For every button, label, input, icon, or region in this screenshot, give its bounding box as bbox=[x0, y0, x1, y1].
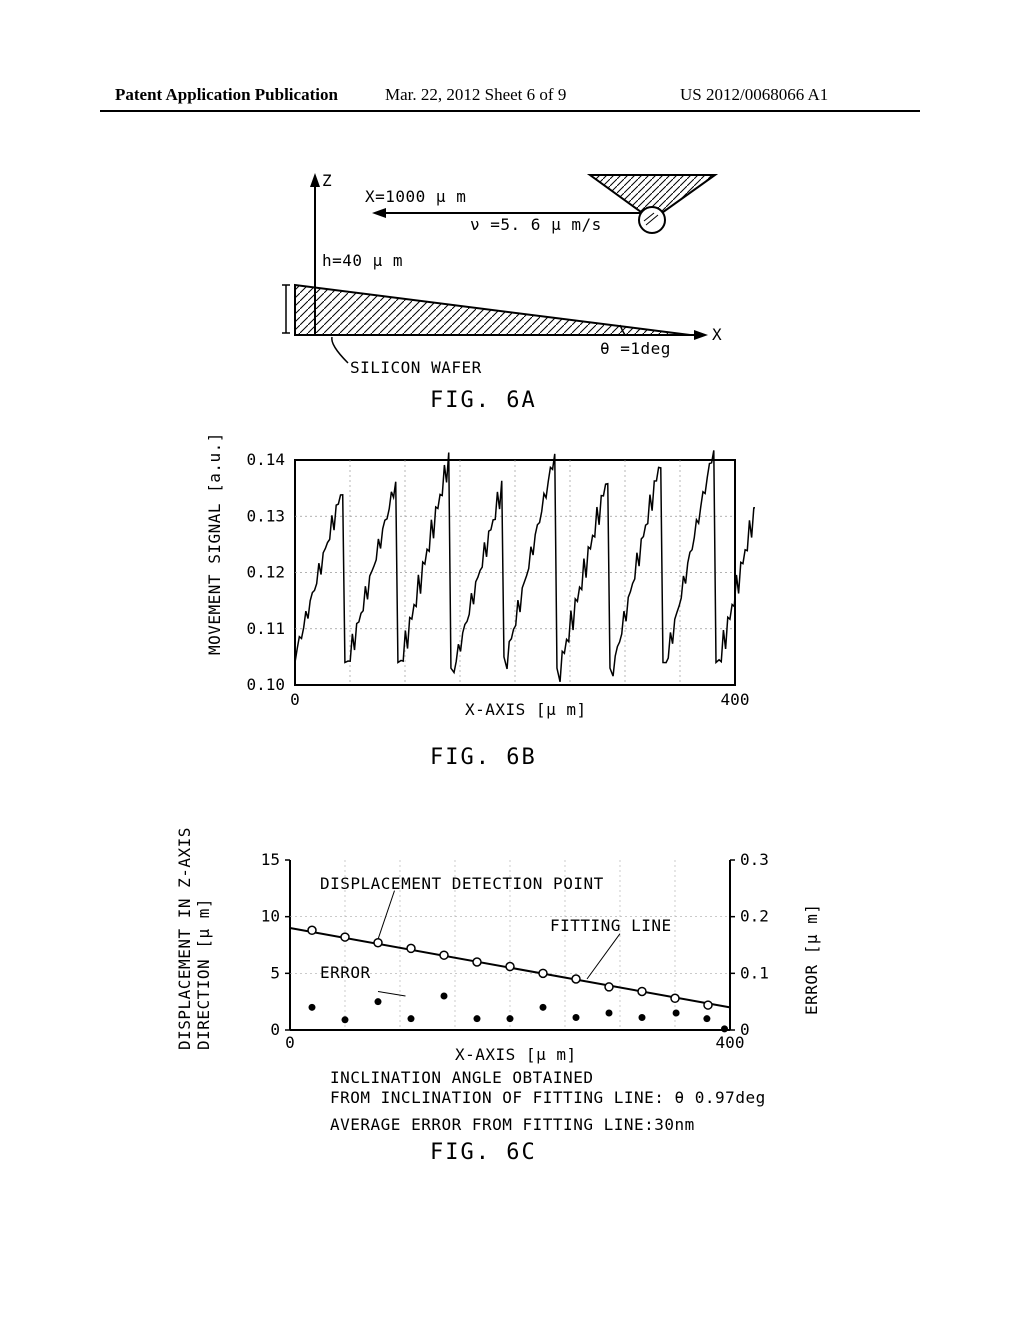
fig-6a-label: FIG. 6A bbox=[430, 388, 537, 413]
fig-6c-ylabel-right: ERROR [μ m] bbox=[802, 904, 821, 1015]
header-rule bbox=[100, 110, 920, 112]
fig-6b-ylabel: MOVEMENT SIGNAL [a.u.] bbox=[205, 432, 224, 655]
fig-6c-note3: AVERAGE ERROR FROM FITTING LINE:30nm bbox=[330, 1115, 695, 1134]
theta-label: θ =1deg bbox=[600, 339, 671, 358]
svg-text:0.1: 0.1 bbox=[740, 963, 769, 982]
fig-6a: Z X X=1000 μ m ν =5. 6 μ m/s h=40 μ m θ … bbox=[260, 165, 730, 365]
header-date-sheet: Mar. 22, 2012 Sheet 6 of 9 bbox=[385, 85, 566, 105]
svg-text:0: 0 bbox=[270, 1020, 280, 1039]
wafer-label: SILICON WAFER bbox=[350, 358, 482, 377]
error-label: ERROR bbox=[320, 963, 371, 982]
svg-text:15: 15 bbox=[261, 850, 280, 869]
fig-6c-ylabel-left: DISPLACEMENT IN Z-AXIS DIRECTION [μ m] bbox=[175, 827, 213, 1050]
detection-point-label: DISPLACEMENT DETECTION POINT bbox=[320, 874, 604, 893]
x-distance-label: X=1000 μ m bbox=[365, 187, 466, 206]
header-publication: Patent Application Publication bbox=[115, 85, 338, 105]
svg-text:0.14: 0.14 bbox=[246, 450, 285, 469]
z-axis-label: Z bbox=[322, 171, 332, 190]
fig-6c-label: FIG. 6C bbox=[430, 1140, 537, 1165]
velocity-label: ν =5. 6 μ m/s bbox=[470, 215, 602, 234]
height-label: h=40 μ m bbox=[322, 251, 403, 270]
svg-text:5: 5 bbox=[270, 963, 280, 982]
svg-text:10: 10 bbox=[261, 907, 280, 926]
svg-text:0.11: 0.11 bbox=[246, 619, 285, 638]
fig-6b-xlabel: X-AXIS [μ m] bbox=[465, 700, 587, 719]
svg-text:0.2: 0.2 bbox=[740, 907, 769, 926]
fig-6c-chart: 05101500.10.20.30400 bbox=[180, 830, 800, 1070]
fig-6c-xlabel: X-AXIS [μ m] bbox=[455, 1045, 577, 1064]
fig-6c-note2: FROM INCLINATION OF FITTING LINE: θ 0.97… bbox=[330, 1088, 766, 1107]
fig-6b-chart: 0.10 0.11 0.12 0.13 0.14 0 400 bbox=[215, 440, 755, 720]
x-axis-label: X bbox=[712, 325, 722, 344]
svg-text:0.3: 0.3 bbox=[740, 850, 769, 869]
svg-text:0.13: 0.13 bbox=[246, 506, 285, 525]
svg-text:0: 0 bbox=[285, 1033, 295, 1052]
fig-6b: 0.100.110.120.130.140400 MOVEMENT SIGNAL… bbox=[215, 440, 755, 720]
svg-text:0: 0 bbox=[290, 690, 300, 709]
svg-text:0.10: 0.10 bbox=[246, 675, 285, 694]
fig-6c: 05101500.10.20.30400 DISPLACEMENT IN Z-A… bbox=[180, 830, 800, 1070]
fig-6b-label: FIG. 6B bbox=[430, 745, 537, 770]
svg-text:400: 400 bbox=[716, 1033, 745, 1052]
header-pub-number: US 2012/0068066 A1 bbox=[680, 85, 828, 105]
fig-6c-note1: INCLINATION ANGLE OBTAINED bbox=[330, 1068, 593, 1087]
svg-text:400: 400 bbox=[721, 690, 750, 709]
svg-text:0.12: 0.12 bbox=[246, 563, 285, 582]
fitting-line-label: FITTING LINE bbox=[550, 916, 672, 935]
